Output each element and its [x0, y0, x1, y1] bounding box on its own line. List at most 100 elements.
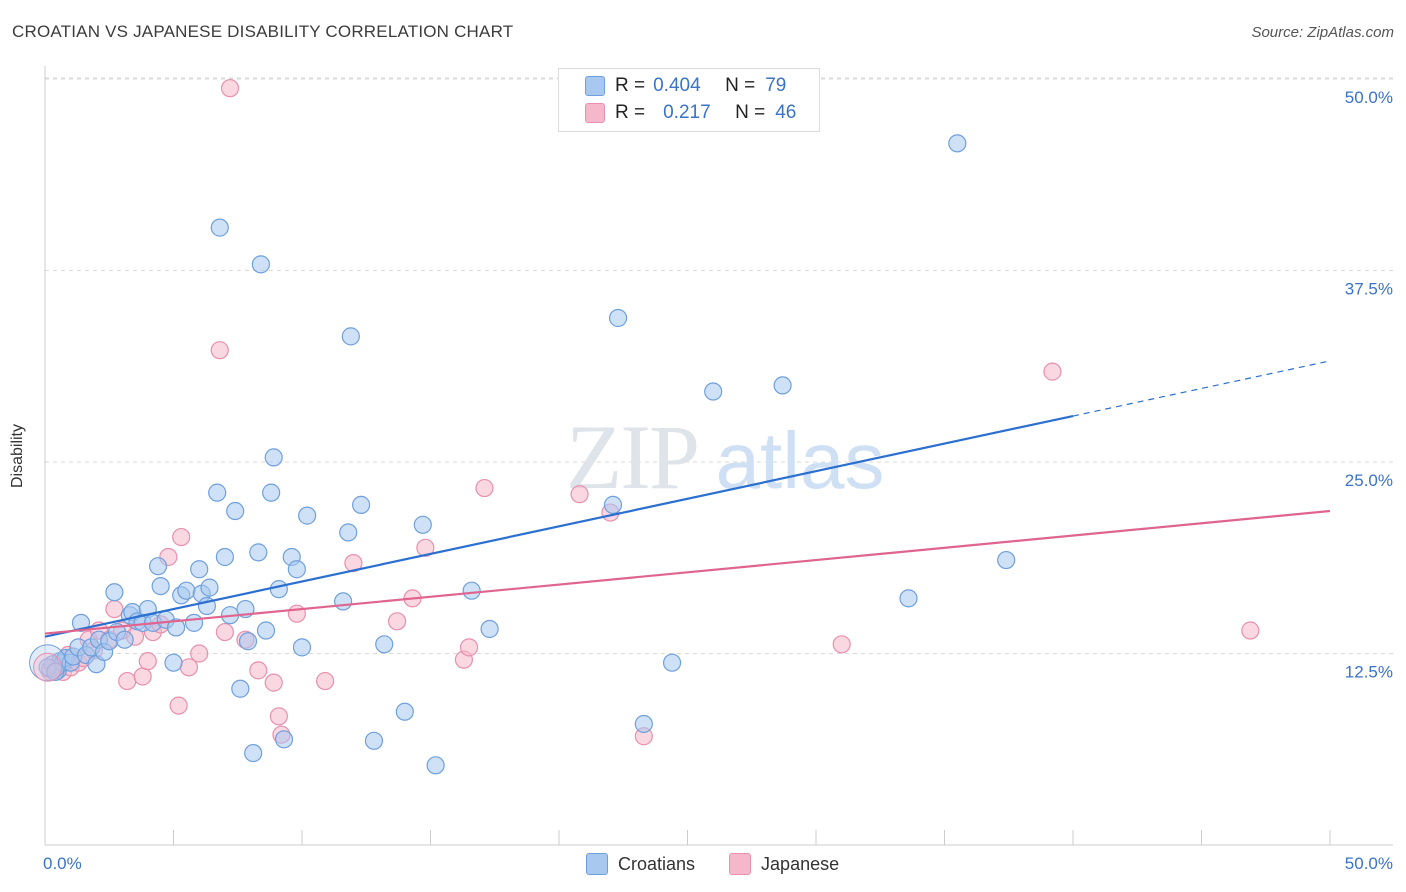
japanese-point [138, 652, 157, 671]
japanese-point [459, 638, 479, 657]
legend-row-japanese: R = 0.217 N = 46 [585, 101, 796, 125]
japanese-trend-line [44, 509, 1331, 635]
japanese-point [133, 667, 152, 686]
y-tick-label: 12.5% [1345, 663, 1393, 682]
croatians-legend-swatch [586, 853, 608, 875]
croatians-point [200, 578, 219, 597]
trend-layer [44, 360, 1331, 638]
japanese-n-label: N = [735, 102, 766, 123]
croatians-point [269, 580, 288, 599]
croatians-trend-line [44, 414, 1074, 638]
source-label: Source: ZipAtlas.com [1251, 24, 1394, 41]
croatians-legend-label: Croatians [618, 853, 696, 874]
croatians-point [105, 583, 124, 602]
croatians-point [190, 560, 209, 579]
croatians-point [298, 506, 317, 525]
japanese-point [249, 661, 268, 680]
japanese-point [172, 527, 191, 547]
croatians-point [226, 501, 245, 521]
japanese-point [344, 554, 363, 573]
japanese-point [210, 341, 229, 360]
y-axis-label: Disability [9, 423, 26, 489]
croatians-point [251, 255, 270, 274]
y-tick-label: 25.0% [1345, 471, 1393, 490]
croatians-point [375, 635, 394, 654]
croatians-point [603, 495, 623, 514]
croatians-point [287, 560, 306, 579]
japanese-point [387, 612, 407, 631]
japanese-point [220, 79, 240, 98]
japanese-point [287, 604, 306, 623]
croatians-point [395, 702, 414, 721]
legend-item-japanese[interactable]: Japanese [729, 853, 839, 875]
croatians-point [244, 743, 263, 763]
japanese-point [1043, 362, 1062, 381]
croatians-point [231, 679, 250, 698]
japanese-point [215, 622, 234, 642]
croatians-point [184, 613, 204, 632]
croatians-point [151, 576, 170, 596]
croatians-trend-extension [1072, 360, 1331, 417]
croatians-point [339, 523, 358, 542]
croatians-point [148, 557, 168, 576]
japanese-point [416, 538, 435, 557]
japanese-point [190, 644, 209, 663]
croatians-point [208, 483, 227, 502]
croatians-r-value: 0.404 [653, 75, 701, 96]
axis-layer [44, 66, 1393, 846]
croatians-point [210, 218, 229, 237]
croatians-point [264, 448, 283, 467]
croatians-point [609, 308, 628, 328]
y-tick-label: 50.0% [1345, 88, 1393, 107]
chart-title: CROATIAN VS JAPANESE DISABILITY CORRELAT… [12, 22, 514, 41]
croatians-point [115, 630, 134, 649]
japanese-legend-swatch [729, 853, 752, 875]
croatians-swatch [585, 76, 605, 96]
watermark-atlas: atlas [716, 416, 885, 505]
legend-item-croatians[interactable]: Croatians [586, 853, 695, 875]
croatians-point [480, 619, 499, 639]
croatians-point [164, 653, 183, 672]
japanese-point [570, 485, 589, 504]
tick-label-layer: 50.0% 37.5% 25.0% 12.5% 0.0% 50.0% [43, 88, 1393, 873]
croatians-point [462, 581, 481, 600]
watermark-zip: ZIP [566, 406, 698, 508]
japanese-r-value: 0.217 [663, 102, 711, 123]
series-legend: Croatians Japanese [586, 852, 873, 876]
croatians-n-value: 79 [765, 75, 787, 96]
croatians-n-label: N = [725, 75, 756, 96]
croatians-point [256, 621, 276, 640]
x-tick-label: 50.0% [1345, 854, 1393, 873]
japanese-point [169, 696, 188, 715]
croatians-point [899, 589, 918, 608]
croatians-point [177, 581, 196, 600]
croatians-point [997, 550, 1016, 570]
croatians-point [413, 515, 432, 534]
points-layer [29, 79, 1260, 775]
grid-layer [45, 77, 1393, 654]
watermark: ZIP atlas [566, 406, 884, 508]
japanese-point [832, 635, 851, 654]
japanese-point [105, 599, 124, 619]
japanese-point [475, 478, 494, 498]
japanese-point [33, 652, 63, 682]
japanese-swatch [585, 103, 605, 123]
croatians-point [662, 653, 682, 672]
croatians-point [29, 644, 67, 682]
croatians-point [352, 495, 371, 514]
japanese-r-label: R = [615, 102, 646, 123]
japanese-point [264, 673, 283, 692]
japanese-n-value: 46 [775, 102, 797, 123]
japanese-legend-label: Japanese [761, 853, 840, 874]
croatians-point [166, 618, 186, 637]
legend-row-croatians: R = 0.404 N = 79 [585, 74, 786, 98]
croatians-point [773, 376, 792, 395]
croatians-point [215, 547, 234, 567]
x-tick-label: 0.0% [43, 854, 82, 873]
croatians-point [426, 756, 445, 775]
croatians-point [238, 632, 258, 651]
correlation-legend: R = 0.404 N = 79 R = 0.217 N = 46 [558, 68, 820, 132]
croatians-point [274, 730, 294, 749]
croatians-point [341, 327, 360, 346]
